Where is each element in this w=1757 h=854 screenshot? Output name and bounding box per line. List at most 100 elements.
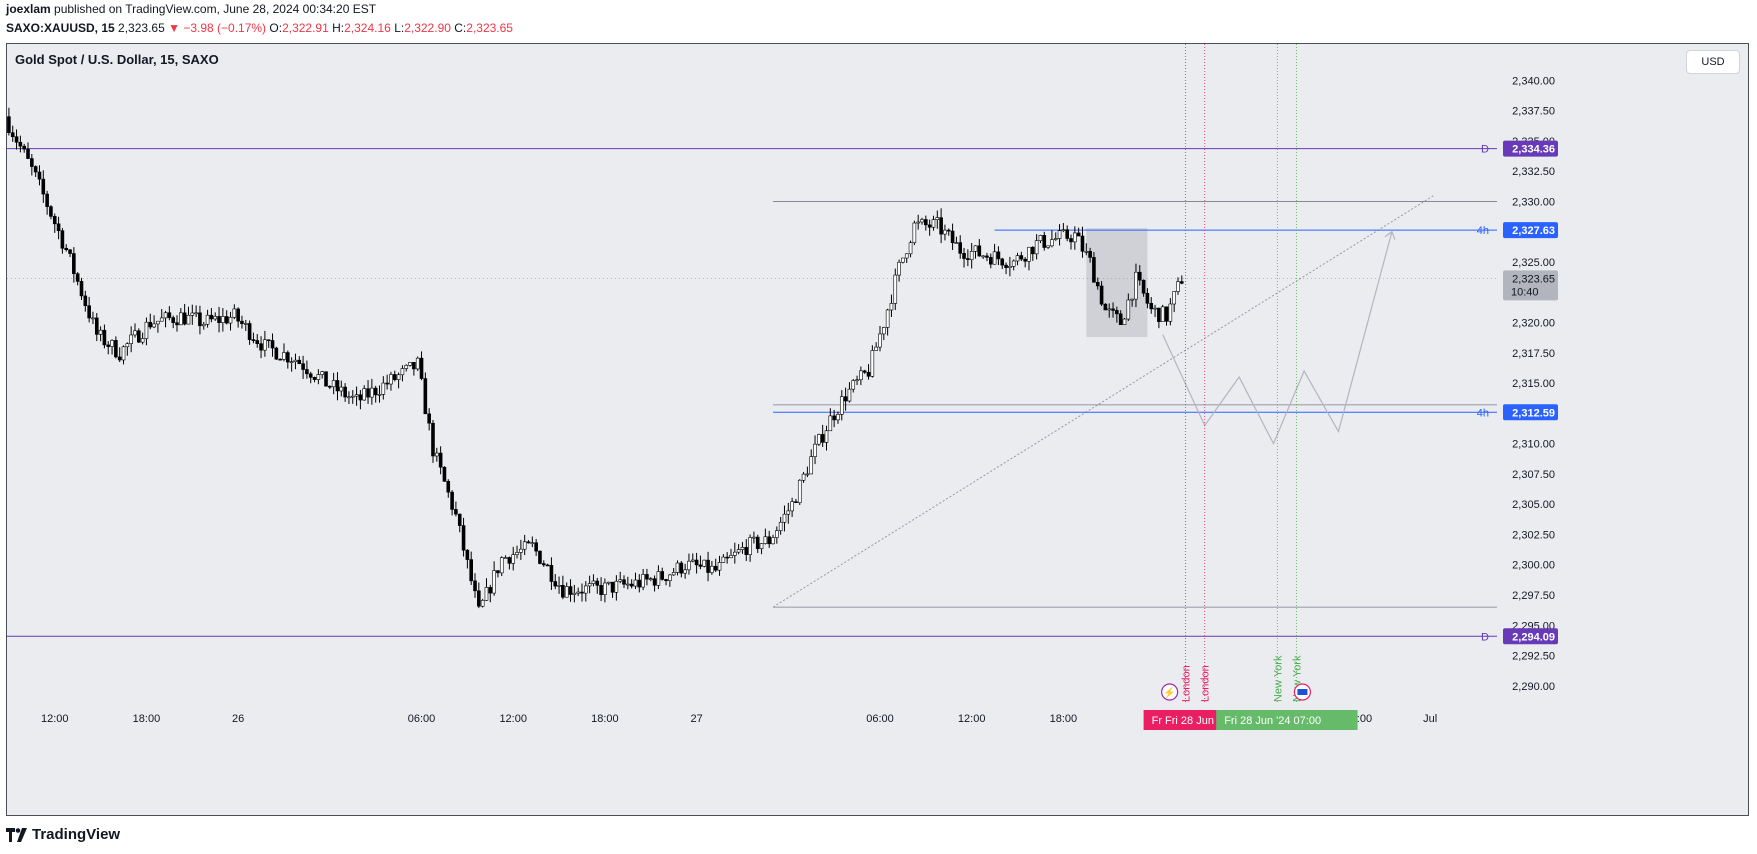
chart-frame[interactable]: 2,340.002,337.502,335.002,332.502,330.00… xyxy=(6,43,1749,816)
candle-body xyxy=(606,581,611,584)
candle-body xyxy=(889,303,894,311)
candle-body xyxy=(412,362,416,370)
candle-body xyxy=(954,242,959,244)
candle-body xyxy=(545,564,550,567)
candle-body xyxy=(438,452,443,468)
level-tag: D xyxy=(1481,144,1489,156)
level-tag: 4h xyxy=(1477,407,1489,419)
candle-body xyxy=(1111,308,1115,311)
candle-body xyxy=(144,321,149,339)
candle-body xyxy=(668,574,672,581)
candle-body xyxy=(859,370,863,381)
candle-body xyxy=(832,415,836,421)
candle-body xyxy=(648,578,653,580)
candle-body xyxy=(251,339,256,341)
candle-body xyxy=(423,378,428,415)
candle-body xyxy=(904,253,909,259)
candle-body xyxy=(415,357,420,370)
open-label: O: xyxy=(269,21,283,35)
candle-body xyxy=(301,363,305,370)
candle-body xyxy=(232,308,237,318)
candle-body xyxy=(813,443,817,457)
candle-body xyxy=(201,323,206,327)
candle-body xyxy=(1130,298,1134,301)
candle-body xyxy=(240,320,244,324)
candle-body xyxy=(427,413,431,424)
candle-body xyxy=(572,592,577,595)
level-label-bg xyxy=(1503,628,1558,645)
candle-body xyxy=(1103,303,1108,311)
candle-body xyxy=(465,549,470,560)
candle-body xyxy=(64,247,69,251)
x-tick-label: 18:00 xyxy=(1050,713,1078,725)
candle-body xyxy=(503,557,508,559)
trendline xyxy=(772,194,1435,608)
low-label: L: xyxy=(394,21,405,35)
candle-body xyxy=(26,148,30,159)
candle-body xyxy=(690,559,695,562)
candle-body xyxy=(561,585,565,598)
candle-body xyxy=(878,333,882,348)
candle-body xyxy=(511,554,516,564)
y-tick-label: 2,340.00 xyxy=(1512,75,1555,87)
price-chart[interactable]: 2,340.002,337.502,335.002,332.502,330.00… xyxy=(7,44,1748,815)
candle-body xyxy=(484,587,489,601)
candle-body xyxy=(75,273,80,282)
tradingview-logo-icon xyxy=(6,827,27,842)
candle-body xyxy=(236,308,240,322)
candle-body xyxy=(553,581,558,587)
candle-body xyxy=(492,570,496,594)
candle-body xyxy=(1084,251,1089,253)
candle-body xyxy=(305,369,309,375)
candle-body xyxy=(117,356,122,361)
candle-body xyxy=(618,579,622,582)
currency-button[interactable]: USD xyxy=(1686,50,1740,74)
candle-body xyxy=(335,380,340,392)
candle-body xyxy=(717,562,722,571)
candle-body xyxy=(526,541,531,544)
candle-body xyxy=(228,316,233,324)
candle-body xyxy=(194,312,198,315)
candle-body xyxy=(660,571,665,580)
y-tick-label: 2,307.50 xyxy=(1512,469,1555,481)
candle-body xyxy=(1115,310,1119,315)
candle-body xyxy=(45,193,49,207)
candle-body xyxy=(297,359,302,364)
candle-body xyxy=(217,316,221,323)
event-lightning-icon xyxy=(1161,683,1179,701)
candle-body xyxy=(469,559,473,582)
candle-body xyxy=(794,501,798,503)
candle-body xyxy=(924,219,928,226)
candle-body xyxy=(171,317,175,323)
candle-body xyxy=(243,323,248,325)
candle-body xyxy=(652,578,657,586)
candle-body xyxy=(908,242,913,255)
candle-body xyxy=(473,580,477,592)
y-tick-label: 2,315.00 xyxy=(1512,378,1555,390)
candle-body xyxy=(328,385,332,388)
candle-body xyxy=(1008,265,1012,268)
candle-body xyxy=(457,513,462,526)
candle-body xyxy=(213,316,218,320)
candle-body xyxy=(221,316,225,323)
candle-body xyxy=(656,571,661,586)
candle-body xyxy=(950,230,955,244)
symbol-label: SAXO:XAUUSD, 15 xyxy=(6,21,115,35)
candle-body xyxy=(373,387,378,396)
candle-body xyxy=(797,479,802,503)
candle-body xyxy=(1107,308,1112,311)
candle-body xyxy=(962,253,966,259)
candle-body xyxy=(622,579,626,585)
last-price: 2,323.65 xyxy=(118,21,165,35)
candle-body xyxy=(943,229,947,235)
candle-body xyxy=(901,257,905,263)
candle-body xyxy=(839,396,844,415)
candle-body xyxy=(110,340,114,347)
candle-body xyxy=(1065,229,1069,239)
level-tag: D xyxy=(1481,631,1489,643)
candle-body xyxy=(564,586,569,598)
candle-body xyxy=(450,491,454,510)
y-tick-label: 2,297.50 xyxy=(1512,590,1555,602)
candle-body xyxy=(1095,282,1100,287)
candle-body xyxy=(7,116,11,134)
